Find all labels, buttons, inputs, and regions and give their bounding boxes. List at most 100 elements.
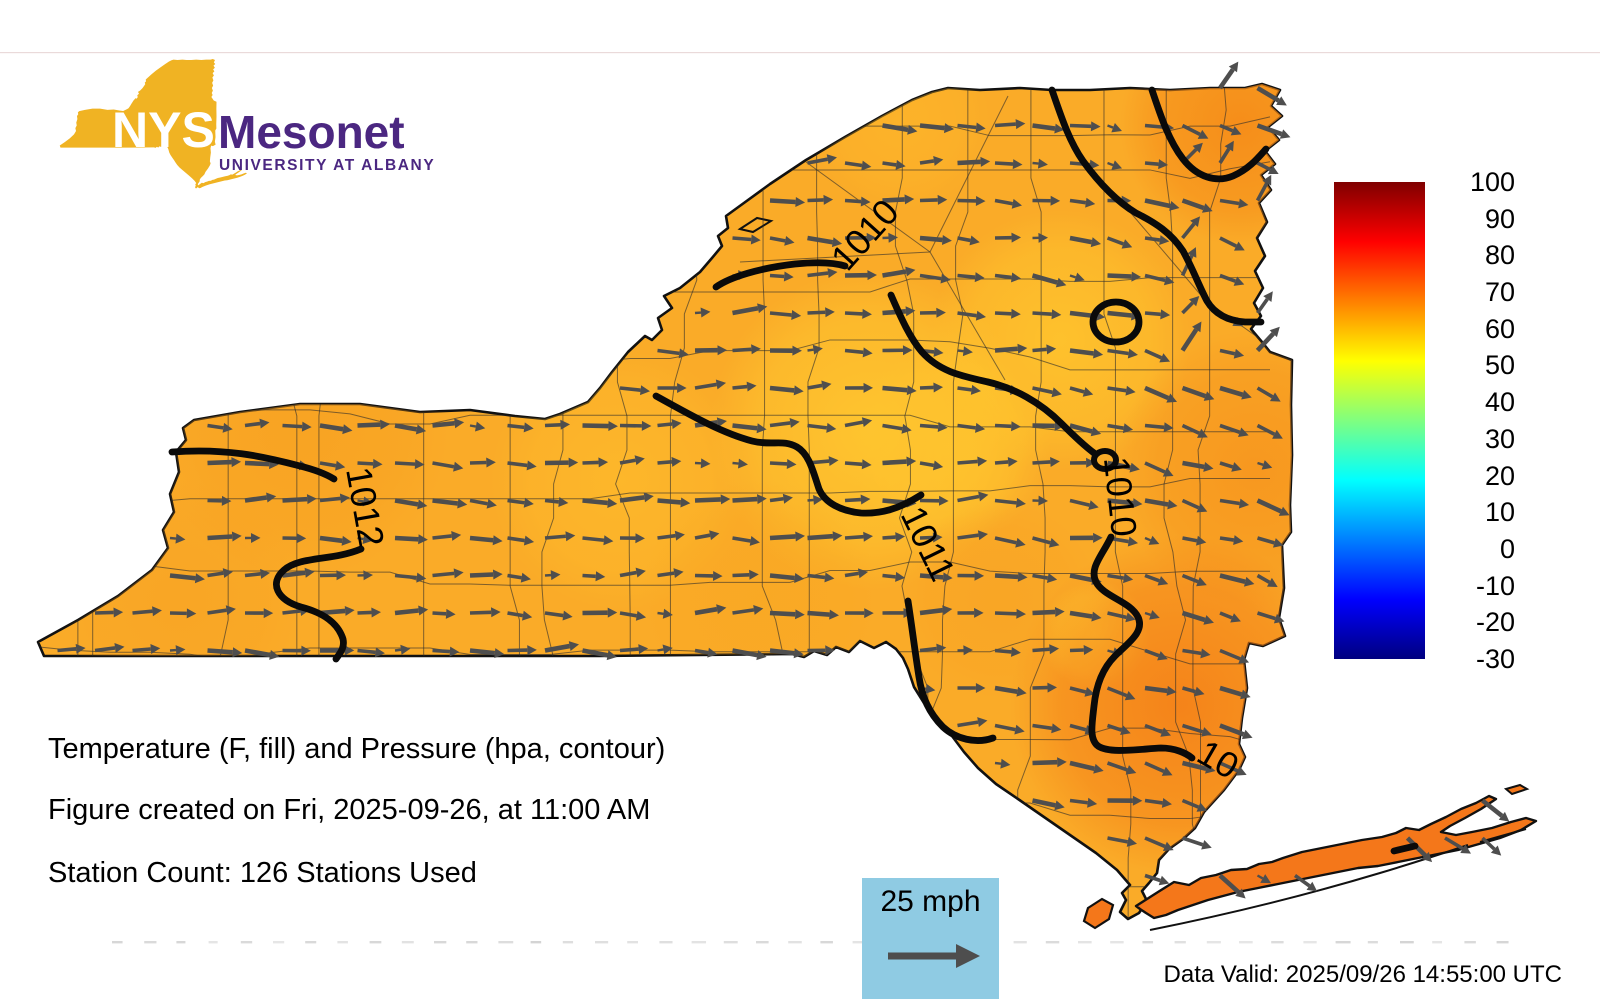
wind-arrow <box>919 421 948 432</box>
wind-arrow <box>657 497 691 508</box>
wind-arrow <box>769 385 804 396</box>
wind-arrow <box>657 644 673 655</box>
wind-arrow <box>882 423 912 434</box>
wind-arrow <box>319 460 346 471</box>
wind-arrow <box>1107 795 1143 806</box>
wind-arrow <box>207 457 242 468</box>
wind-arrow <box>244 418 270 429</box>
colorbar-tick-label: 70 <box>1484 277 1515 308</box>
wind-arrow <box>619 455 645 466</box>
wind-arrow <box>694 345 728 356</box>
wind-arrow <box>1069 760 1104 774</box>
wind-arrow <box>844 347 873 358</box>
wind-arrow <box>657 348 689 359</box>
wind-arrow <box>732 536 760 546</box>
wind-arrow <box>432 646 460 657</box>
wind-arrow <box>1218 873 1246 899</box>
wind-arrow <box>394 498 428 510</box>
decorative-hairline <box>0 52 1600 54</box>
wind-arrow <box>1069 532 1103 543</box>
wind-arrow <box>1069 348 1104 359</box>
wind-arrow <box>1107 498 1143 509</box>
wind-arrow <box>1032 386 1062 398</box>
wind-arrow <box>582 535 614 546</box>
wind-arrow <box>844 568 869 579</box>
wind-arrow <box>994 646 1021 657</box>
wind-arrow <box>1032 344 1057 355</box>
wind-arrow <box>1069 645 1094 655</box>
wind-arrow <box>994 159 1023 170</box>
wind-arrow <box>544 457 579 468</box>
wind-arrow <box>807 495 823 505</box>
logo-org-name: Mesonet <box>218 106 405 158</box>
wind-arrow <box>994 272 1022 283</box>
wind-arrow <box>619 610 647 621</box>
wind-arrow <box>1481 798 1510 822</box>
wind-arrow <box>769 345 802 356</box>
wind-arrow <box>882 345 913 356</box>
wind-arrow <box>394 423 427 435</box>
wind-arrow <box>1180 321 1202 352</box>
contour-label: 1010 <box>1096 455 1145 539</box>
wind-arrow <box>957 530 988 541</box>
wind-arrow <box>319 570 347 581</box>
wind-arrow <box>994 198 1022 209</box>
wind-arrow <box>544 641 580 653</box>
wind-arrow <box>919 605 953 616</box>
wind-arrow <box>882 385 917 396</box>
wind-arrow <box>1181 798 1208 812</box>
wind-arrow <box>957 717 988 728</box>
wind-arrow <box>1481 836 1502 856</box>
wind-arrow <box>1069 386 1094 397</box>
wind-arrow <box>1069 121 1101 132</box>
wind-arrow <box>919 307 946 318</box>
wind-arrow <box>507 610 533 621</box>
wind-arrow <box>1032 682 1057 693</box>
wind-arrow <box>469 535 503 546</box>
wind-arrow <box>769 235 795 246</box>
wind-arrow <box>94 607 124 618</box>
wind-arrow <box>1144 873 1170 886</box>
wind-arrow <box>919 532 943 543</box>
wind-arrow <box>732 604 764 615</box>
wind-arrow <box>994 571 1028 582</box>
wind-arrow <box>1256 123 1291 139</box>
wind-arrow <box>1107 348 1138 359</box>
wind-arrow <box>769 648 804 659</box>
wind-arrow <box>1181 573 1207 587</box>
wind-arrow <box>844 417 873 428</box>
wind-arrow <box>1181 198 1213 213</box>
wind-arrow <box>1107 271 1142 282</box>
wind-arrow <box>1255 174 1272 202</box>
wind-arrow <box>282 645 311 656</box>
wind-arrow <box>1256 423 1283 439</box>
wind-arrow <box>207 647 243 658</box>
colorbar-tick-label: 80 <box>1484 240 1515 271</box>
wind-arrow <box>657 419 682 429</box>
wind-arrow <box>207 531 242 542</box>
wind-arrow <box>882 532 906 543</box>
wind-arrow <box>1144 273 1175 286</box>
wind-arrow <box>694 647 718 658</box>
wind-arrow <box>1256 874 1271 884</box>
colorbar-tick-label: -20 <box>1475 607 1515 638</box>
wind-arrow <box>1107 573 1134 584</box>
wind-arrow <box>394 534 428 545</box>
wind-arrow <box>469 498 497 509</box>
wind-arrow <box>357 570 373 581</box>
wind-arrow <box>1257 536 1284 548</box>
wind-arrow <box>1219 385 1252 400</box>
wind-arrow <box>769 493 793 504</box>
wind-arrow <box>807 235 843 248</box>
wind-arrow <box>244 648 280 660</box>
wind-arrow <box>919 460 944 471</box>
wind-arrow <box>132 644 161 654</box>
wind-arrow <box>507 645 537 656</box>
map-title: Temperature (F, fill) and Pressure (hpa,… <box>48 733 666 765</box>
wind-arrow <box>882 232 898 243</box>
wind-arrow <box>1032 123 1065 134</box>
wind-arrow <box>919 273 951 284</box>
colorbar-tick-label: 50 <box>1484 350 1515 381</box>
